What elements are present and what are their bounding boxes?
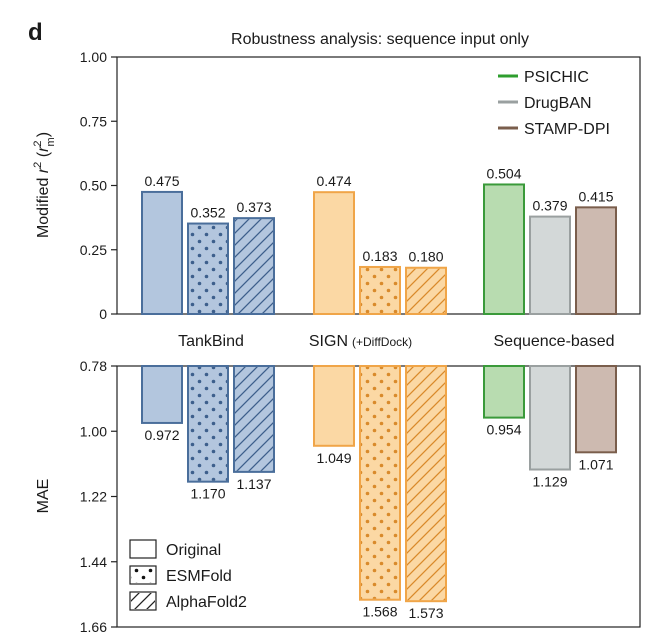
bottom-bars: 0.972 1.170 1.137 1.049 1.568 1.573 0.954 1.129… xyxy=(141,365,617,621)
mae-bar-value-label: 1.129 xyxy=(532,474,567,490)
mae-bar-value-label: 1.573 xyxy=(408,605,443,621)
mae-bar xyxy=(141,365,183,424)
mae-bar-value-label: 1.137 xyxy=(236,476,271,492)
legend-entry: AlphaFold2 xyxy=(166,594,247,611)
legend-swatch-pattern xyxy=(131,567,155,583)
r2-bar-value-label: 0.183 xyxy=(362,248,397,264)
legend-entry: PSICHIC xyxy=(524,69,589,86)
legend-entry: STAMP-DPI xyxy=(524,121,610,138)
r2-bar-value-label: 0.504 xyxy=(486,165,521,181)
group-label-sign: SIGN xyxy=(309,333,348,350)
r2-bar-pattern xyxy=(235,219,273,313)
r2-bar xyxy=(483,183,525,315)
mae-bar xyxy=(313,365,355,447)
mae-bar-pattern xyxy=(361,367,399,599)
bottom-y-tick-label: 1.44 xyxy=(80,554,107,570)
mae-bar-value-label: 1.568 xyxy=(362,604,397,620)
group-label-tankbind: TankBind xyxy=(178,333,244,350)
r2-bar-pattern xyxy=(189,224,227,313)
legend-swatch-pattern xyxy=(131,593,155,609)
mae-bar xyxy=(575,365,617,454)
r2-bar-value-label: 0.180 xyxy=(408,249,443,265)
group-label-sequence-based: Sequence-based xyxy=(494,333,615,350)
bottom-y-tick-label: 0.78 xyxy=(80,358,107,374)
r2-bar-value-label: 0.475 xyxy=(144,173,179,189)
bottom-y-tick-label: 1.00 xyxy=(80,423,107,439)
chart-title: Robustness analysis: sequence input only xyxy=(231,31,529,48)
r2-bar xyxy=(313,191,355,316)
bottom-y-tick-label: 1.66 xyxy=(80,619,107,635)
legend-entry: DrugBAN xyxy=(524,95,592,112)
r2-bar-pattern xyxy=(361,267,399,313)
group-label-sign-suffix: (+DiffDock) xyxy=(352,335,412,349)
mae-bar-pattern xyxy=(407,367,445,601)
bottom-y-tick-label: 1.22 xyxy=(80,489,107,505)
mae-bar-value-label: 1.049 xyxy=(316,450,351,466)
r2-bar xyxy=(575,206,617,315)
mae-bar xyxy=(483,365,525,419)
mae-bar-pattern xyxy=(189,367,227,481)
model-legend: PSICHIC DrugBAN STAMP-DPI xyxy=(498,69,610,138)
mae-bar-pattern xyxy=(235,367,273,471)
top-y-tick-label: 0 xyxy=(99,306,107,322)
panel-label: d xyxy=(28,19,43,46)
top-bars: 0.475 0.352 0.373 0.474 0.183 0.180 0.504 0.379… xyxy=(141,165,617,316)
r2-bar-value-label: 0.415 xyxy=(578,188,613,204)
legend-entry: Original xyxy=(166,542,221,559)
mae-bar-value-label: 1.071 xyxy=(578,456,613,472)
top-y-tick-label: 0.50 xyxy=(80,178,107,194)
top-y-tick-label: 1.00 xyxy=(80,49,107,65)
top-y-tick-label: 0.25 xyxy=(80,242,107,258)
r2-bar-value-label: 0.379 xyxy=(532,198,567,214)
legend-swatch xyxy=(129,539,157,559)
r2-bar-pattern xyxy=(407,268,445,313)
mae-bar-value-label: 0.972 xyxy=(144,427,179,443)
top-y-axis-label: Modified r2 (r2m) xyxy=(32,132,57,238)
r2-bar-value-label: 0.474 xyxy=(316,173,351,189)
top-y-tick-label: 0.75 xyxy=(80,113,107,129)
mae-bar xyxy=(529,365,571,471)
mae-bar-value-label: 0.954 xyxy=(486,422,521,438)
r2-bar xyxy=(529,215,571,315)
top-y-axis: 0 0.25 0.50 0.75 1.00 xyxy=(80,49,117,322)
r2-bar xyxy=(141,190,183,315)
structure-legend: Original ESMFold AlphaFold2 xyxy=(129,539,247,611)
legend-entry: ESMFold xyxy=(166,568,232,585)
r2-bar-value-label: 0.373 xyxy=(236,199,271,215)
bottom-y-axis-label: MAE xyxy=(35,479,52,514)
mae-bar-value-label: 1.170 xyxy=(190,486,225,502)
r2-bar-value-label: 0.352 xyxy=(190,205,225,221)
bottom-y-axis: 0.78 1.00 1.22 1.44 1.66 xyxy=(80,358,117,635)
